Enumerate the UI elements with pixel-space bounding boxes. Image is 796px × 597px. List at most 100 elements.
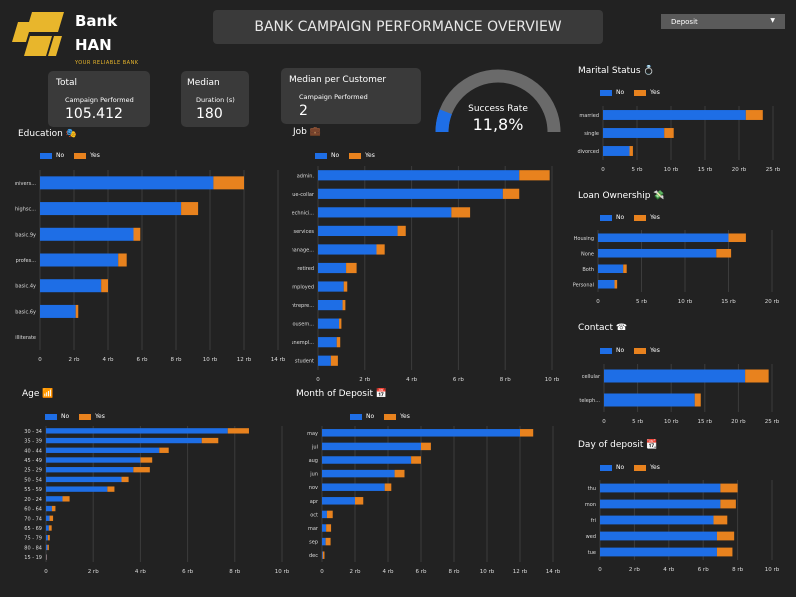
bar-yes xyxy=(133,227,141,241)
legend-label-yes: Yes xyxy=(90,152,100,159)
bar-no xyxy=(318,299,343,311)
bar-yes xyxy=(47,535,50,541)
y-category-label: retired xyxy=(297,266,314,272)
bar-no xyxy=(46,515,50,521)
bar-yes xyxy=(355,497,364,505)
bar-yes xyxy=(213,176,244,190)
bar-yes xyxy=(121,476,129,483)
y-category-label: mar xyxy=(308,526,319,532)
bar-yes xyxy=(394,469,405,478)
bar-yes xyxy=(411,456,421,464)
marital-legend: No Yes xyxy=(600,89,660,96)
y-category-label: admin. xyxy=(297,173,315,179)
y-category-label: entrepre... xyxy=(292,303,314,309)
y-category-label: profes... xyxy=(16,258,37,264)
bar-no xyxy=(318,170,520,181)
brand-name-line2: HAN xyxy=(75,36,112,54)
bar-no xyxy=(322,442,421,451)
legend-label-no: No xyxy=(616,89,625,96)
y-category-label: 75 - 79 xyxy=(24,536,42,542)
bar-yes xyxy=(201,437,219,444)
y-category-label: may xyxy=(307,431,318,437)
bar-no xyxy=(318,188,503,199)
bar-no xyxy=(318,244,377,255)
y-category-label: 20 - 24 xyxy=(24,497,42,503)
x-tick-label: 15 rb xyxy=(698,167,713,173)
x-tick-label: 10 rb xyxy=(480,569,495,575)
contact-legend: No Yes xyxy=(600,347,660,354)
y-category-label: 60 - 64 xyxy=(24,507,42,513)
bar-no xyxy=(40,227,134,241)
y-category-label: oct xyxy=(310,512,318,518)
bar-no xyxy=(322,524,327,532)
bar-yes xyxy=(716,248,732,258)
day-chart: 0 2 rb 4 rb 6 rb 8 rb 10 rb thu mon fri wed tue xyxy=(585,480,780,573)
legend-swatch-no xyxy=(600,89,612,96)
x-tick-label: 6 rb xyxy=(137,357,149,363)
x-tick-label: 6 rb xyxy=(453,377,465,383)
bar-no xyxy=(598,264,624,274)
median-card: Median Duration (s) 180 xyxy=(181,71,249,127)
bar-no xyxy=(322,497,355,505)
day-title: Day of deposit 📆 xyxy=(578,440,658,450)
success-rate-gauge xyxy=(435,69,561,133)
bar-yes xyxy=(325,537,331,546)
legend-swatch-yes xyxy=(634,347,647,354)
legend-swatch-no xyxy=(315,152,327,159)
month-legend: No Yes xyxy=(350,413,410,420)
total-card: Total Campaign Performed 105.412 xyxy=(48,71,150,127)
bar-yes xyxy=(716,547,733,557)
bar-no xyxy=(322,429,520,437)
y-category-label: 65 - 69 xyxy=(24,526,42,532)
x-tick-label: 2 rb xyxy=(69,357,81,363)
chevron-down-icon: ▼ xyxy=(770,17,775,24)
deposit-filter-dropdown[interactable]: Deposit ▼ xyxy=(661,14,785,29)
y-category-label: aug xyxy=(309,458,318,464)
education-chart: 0 2 rb 4 rb 6 rb 8 rb 10 rb 12 rb 14 rb univers.… xyxy=(15,170,286,363)
bar-no xyxy=(46,428,228,434)
bar-no xyxy=(598,279,615,289)
age-title: Age 📶 xyxy=(22,389,54,399)
legend-swatch-no xyxy=(40,152,52,159)
loan-legend: No Yes xyxy=(600,214,660,221)
bar-yes xyxy=(629,146,633,156)
bar-yes xyxy=(140,457,153,463)
bar-no xyxy=(600,547,717,557)
y-category-label: services xyxy=(293,229,314,235)
legend-swatch-yes xyxy=(349,152,362,159)
y-category-label: 55 - 59 xyxy=(24,487,42,493)
x-tick-label: 15 rb xyxy=(698,419,713,425)
y-category-label: jul xyxy=(311,444,318,450)
y-category-label: 45 - 49 xyxy=(24,458,42,464)
x-tick-label: 4 rb xyxy=(383,569,395,575)
contact-chart: 0 5 rb 10 rb 15 rb 20 rb 25 rb cellular teleph.… xyxy=(579,364,780,425)
y-category-label: Both xyxy=(582,267,594,273)
x-tick-label: 20 rb xyxy=(765,299,780,305)
bar-yes xyxy=(376,244,385,255)
x-tick-label: 8 rb xyxy=(732,567,744,573)
y-category-label: divorced xyxy=(577,149,599,155)
legend-label-yes: Yes xyxy=(95,413,105,420)
bar-no xyxy=(322,537,326,546)
y-category-label: student xyxy=(295,359,314,365)
bar-yes xyxy=(623,264,627,274)
bar-yes xyxy=(745,369,769,383)
x-tick-label: 5 rb xyxy=(632,419,644,425)
bar-no xyxy=(46,437,202,444)
bar-yes xyxy=(421,442,431,451)
legend-label-no: No xyxy=(616,347,625,354)
x-tick-label: 2 rb xyxy=(359,377,371,383)
loan-title: Loan Ownership 💸 xyxy=(578,191,665,201)
bar-yes xyxy=(326,510,333,519)
x-tick-label: 2 rb xyxy=(629,567,641,573)
bar-no xyxy=(318,225,398,237)
y-category-label: illiterate xyxy=(15,335,36,341)
bar-yes xyxy=(664,128,674,138)
x-tick-label: 20 rb xyxy=(732,167,747,173)
brand-name-line1: Bank xyxy=(75,12,118,30)
y-category-label: None xyxy=(581,251,594,257)
bar-yes xyxy=(322,551,325,559)
y-category-label: cellular xyxy=(582,374,601,380)
x-tick-label: 4 rb xyxy=(663,567,675,573)
bar-yes xyxy=(502,188,520,199)
